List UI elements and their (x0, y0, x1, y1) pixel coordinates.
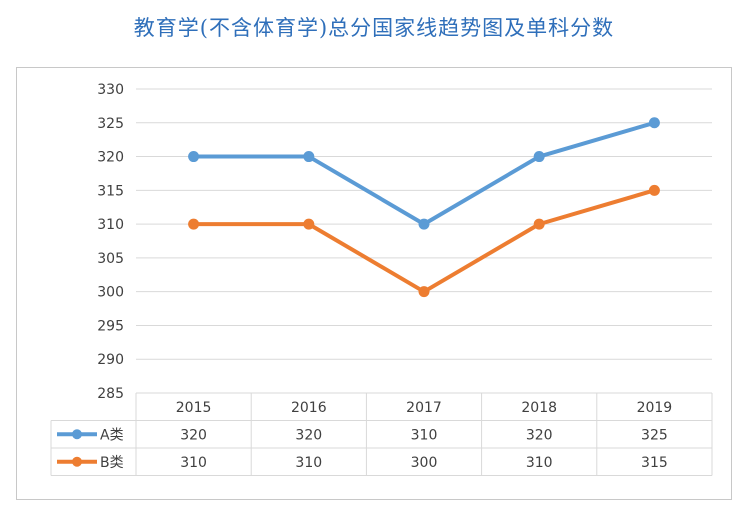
y-tick-label-310: 310 (97, 217, 124, 233)
table-value-0-3: 320 (526, 427, 553, 443)
chart-frame (16, 67, 732, 500)
data-point-0-1 (303, 151, 315, 163)
table-value-0-0: 320 (180, 427, 207, 443)
table-value-1-4: 315 (641, 455, 668, 471)
table-value-1-3: 310 (526, 455, 553, 471)
data-point-1-3 (533, 218, 545, 230)
legend-label-1: B类 (100, 455, 124, 471)
table-value-0-2: 310 (411, 427, 438, 443)
data-point-0-4 (648, 117, 660, 129)
y-tick-label-320: 320 (97, 150, 124, 166)
x-tick-label-2015: 2015 (176, 400, 212, 416)
y-tick-label-315: 315 (97, 183, 124, 199)
table-value-0-1: 320 (295, 427, 322, 443)
legend-key-marker-0 (72, 429, 82, 440)
x-tick-label-2019: 2019 (637, 400, 673, 416)
y-tick-label-285: 285 (97, 386, 124, 402)
y-tick-label-325: 325 (97, 116, 124, 132)
data-point-1-1 (303, 218, 315, 230)
legend-key-marker-1 (72, 456, 82, 467)
y-tick-label-330: 330 (97, 82, 124, 98)
series-line-1 (191, 188, 657, 294)
data-point-0-0 (188, 151, 200, 163)
y-tick-label-300: 300 (97, 285, 124, 301)
data-point-0-2 (418, 218, 430, 230)
x-tick-label-2017: 2017 (406, 400, 442, 416)
table-value-0-4: 325 (641, 427, 668, 443)
table-value-1-1: 310 (295, 455, 322, 471)
y-tick-label-295: 295 (97, 318, 124, 334)
x-tick-label-2018: 2018 (521, 400, 557, 416)
data-point-1-0 (188, 218, 200, 230)
legend-label-0: A类 (100, 427, 124, 443)
data-point-0-3 (533, 151, 545, 163)
chart-title: 教育学(不含体育学)总分国家线趋势图及单科分数 (133, 16, 615, 40)
data-point-1-2 (418, 286, 430, 298)
x-tick-label-2016: 2016 (291, 400, 327, 416)
y-tick-label-305: 305 (97, 251, 124, 267)
data-point-1-4 (648, 184, 660, 196)
table-value-1-2: 300 (411, 455, 438, 471)
table-value-1-0: 310 (180, 455, 207, 471)
y-tick-label-290: 290 (97, 352, 124, 368)
